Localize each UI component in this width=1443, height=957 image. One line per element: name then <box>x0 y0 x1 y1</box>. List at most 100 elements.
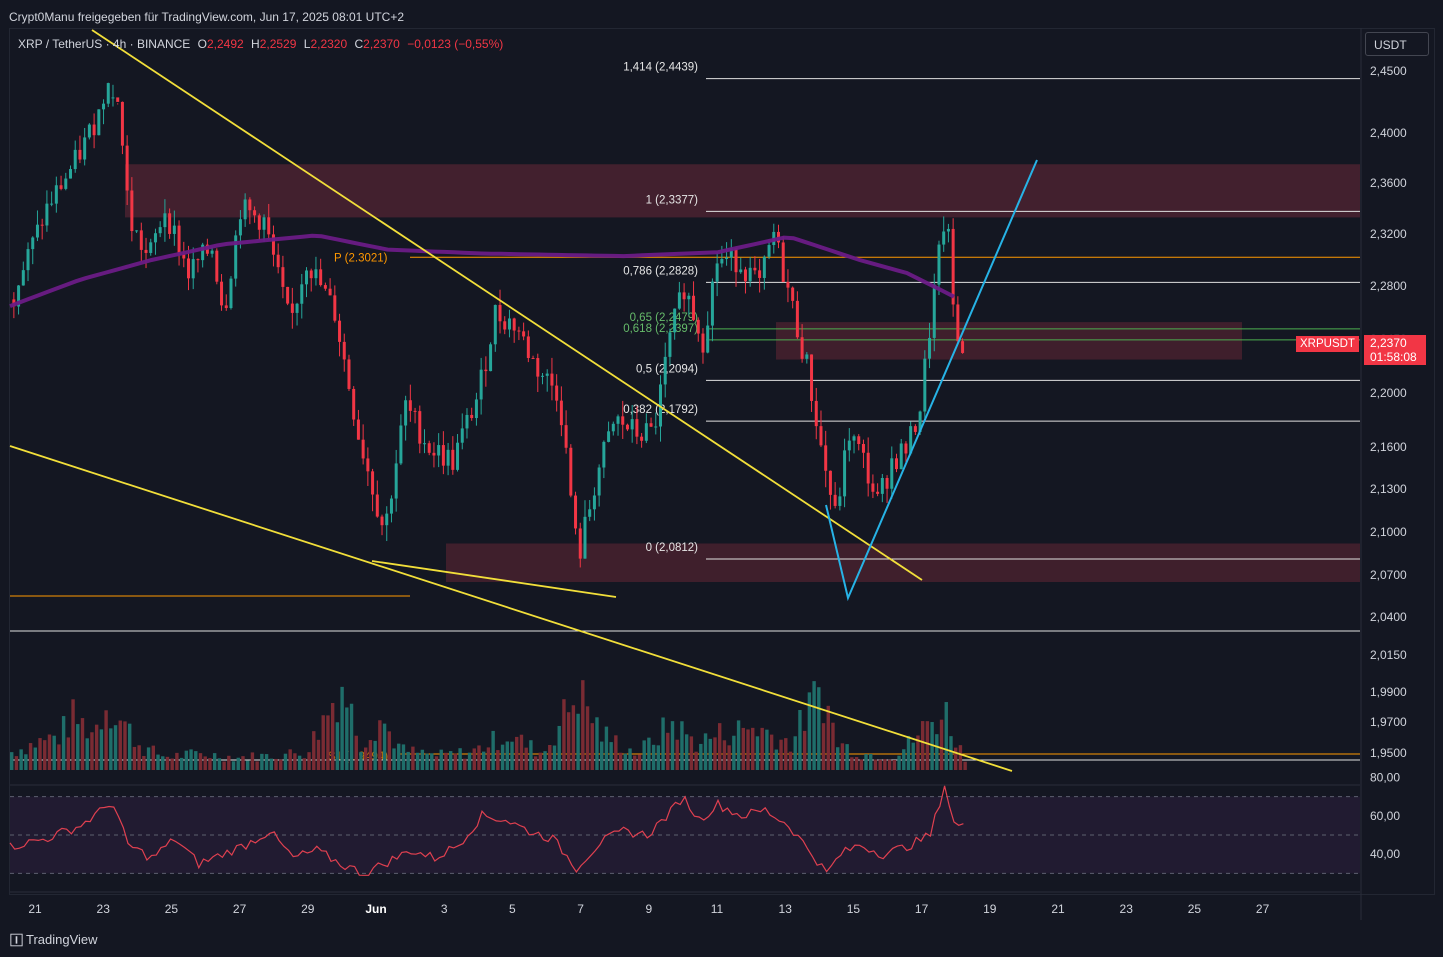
volume-bar <box>543 751 547 770</box>
candle-body <box>371 471 375 495</box>
candle-body <box>909 426 913 454</box>
candle-body <box>366 458 370 472</box>
fib-label: 0 (2,0812) <box>646 542 699 554</box>
candle-body <box>168 213 172 234</box>
volume-bar <box>128 723 132 770</box>
candle-body <box>257 215 261 230</box>
volume-bar <box>722 740 727 770</box>
volume-bar <box>10 752 14 770</box>
volume-bar <box>227 755 231 770</box>
volume-bar <box>444 752 448 770</box>
volume-bar <box>684 734 689 770</box>
volume-bar <box>524 747 528 770</box>
candle-body <box>456 442 460 470</box>
volume-bar <box>727 745 731 770</box>
rsi-line <box>9 785 964 876</box>
candle-body <box>182 254 186 259</box>
candle-body <box>446 449 450 466</box>
volume-bar <box>581 680 585 770</box>
publish-info: Crypt0Manu freigegeben für TradingView.c… <box>9 10 405 24</box>
candle-body <box>880 477 884 494</box>
candle-body <box>59 185 63 189</box>
volume-bar <box>61 716 66 770</box>
volume-bar <box>798 709 802 770</box>
candles <box>12 82 965 568</box>
candle-body <box>21 270 25 286</box>
candle-body <box>120 101 124 146</box>
candle-body <box>408 400 412 411</box>
candle-body <box>474 399 478 419</box>
volume-bar <box>623 753 627 770</box>
candle-body <box>857 436 861 445</box>
volume-bar <box>954 747 958 770</box>
candle-body <box>597 467 601 496</box>
candle-body <box>692 295 696 320</box>
price-tick-label: 1,9500 <box>1370 746 1407 760</box>
volume-bar <box>94 724 99 770</box>
candle-body <box>531 357 535 359</box>
candle-body <box>470 414 474 419</box>
symbol-name: XRP / TetherUS · 4h · BINANCE <box>18 37 191 51</box>
currency-button[interactable]: USDT <box>1365 32 1429 56</box>
volume-bar <box>175 752 179 770</box>
candle-body <box>569 447 573 496</box>
volume-bar <box>571 705 576 770</box>
price-tick-label: 2,1300 <box>1370 482 1407 496</box>
rsi-indicator <box>9 784 1360 893</box>
symbol-legend: XRP / TetherUS · 4h · BINANCE O2,2492 H2… <box>18 37 503 51</box>
candle-body <box>625 424 629 430</box>
candle-body <box>673 308 677 333</box>
candle-body <box>243 199 247 220</box>
volume-bar <box>118 720 122 770</box>
volume-bar <box>897 755 901 770</box>
candle-body <box>677 292 681 309</box>
candle-body <box>163 213 167 228</box>
candle-body <box>536 358 540 377</box>
candle-body <box>153 233 157 243</box>
candle-body <box>465 414 469 429</box>
volume-bar <box>496 750 500 770</box>
candle-body <box>729 248 733 258</box>
candle-body <box>810 354 814 401</box>
candle-body <box>35 224 39 238</box>
volume-bar <box>670 721 675 770</box>
volume-bar <box>392 748 396 770</box>
volume-bar <box>538 752 543 770</box>
volume-bar <box>906 735 911 770</box>
candle-body <box>720 259 724 264</box>
volume-bar <box>66 737 71 770</box>
volume-bar <box>651 744 656 770</box>
candle-body <box>876 491 880 494</box>
volume-bar <box>618 752 623 770</box>
volume-bar <box>741 727 745 770</box>
volume-bar <box>732 735 736 770</box>
volume-bar <box>132 746 137 770</box>
time-tick-label: 25 <box>1188 902 1202 916</box>
candle-body <box>937 244 941 285</box>
volume-bar <box>269 758 273 770</box>
candle-body <box>201 244 205 261</box>
candle-body <box>819 426 823 446</box>
volume-bar <box>453 753 458 770</box>
candle-body <box>177 225 181 255</box>
candle-body <box>923 358 927 412</box>
price-tick-label: 1,9900 <box>1370 685 1407 699</box>
candle-body <box>555 385 559 401</box>
volume-bar <box>165 756 170 770</box>
candle-body <box>824 445 828 471</box>
candle-body <box>111 97 115 99</box>
candle-body <box>87 124 91 138</box>
time-tick-label: 23 <box>97 902 111 916</box>
price-tick-label: 2,1600 <box>1370 440 1407 454</box>
volume-bars <box>10 680 967 770</box>
volume-bar <box>718 723 722 770</box>
candle-body <box>932 284 936 338</box>
volume-bar <box>113 725 118 770</box>
descending-trendline <box>91 29 923 581</box>
volume-bar <box>491 730 495 770</box>
volume-bar <box>807 692 812 770</box>
tradingview-footer[interactable]: 🄸 TradingView <box>10 930 98 949</box>
volume-bar <box>222 761 226 770</box>
volume-bar <box>354 735 358 770</box>
